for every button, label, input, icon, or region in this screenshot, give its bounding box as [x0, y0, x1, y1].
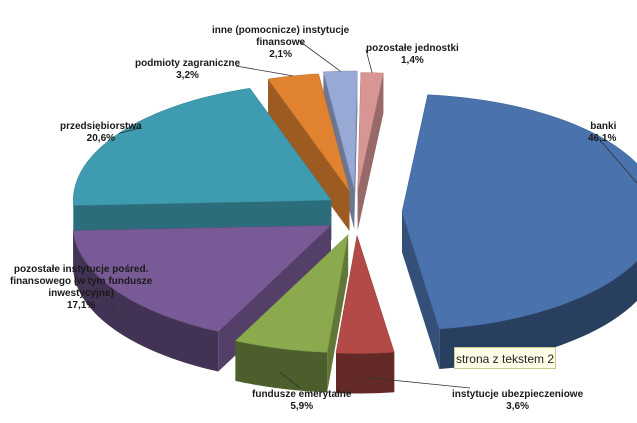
leader-line-6: [297, 39, 341, 72]
leader-line-5: [235, 65, 294, 77]
text-box: strona z tekstem 2: [454, 347, 556, 369]
leader-lines: [109, 39, 637, 389]
leader-line-4: [118, 127, 141, 134]
label-przedsiebiorstwa: przedsiębiorstwa 20,6%: [60, 121, 142, 144]
slice-side-pozosta-e-instytucje-po-red-finansowego-w-tym-fundusze-inwestycyjne--0: [73, 230, 219, 372]
pie-tops: [72, 70, 637, 354]
leader-line-2: [279, 372, 301, 389]
slice-wall-banki-1: [401, 212, 440, 369]
slice-banki: [401, 94, 637, 330]
label-pozostale-instytucje: pozostałe instytucje pośred. finansowego…: [10, 264, 153, 311]
leader-line-7: [365, 49, 373, 73]
leader-line-1: [365, 377, 471, 389]
label-fundusze-emerytalne: fundusze emerytalne 5,9%: [252, 389, 352, 412]
label-inne-instytucje: inne (pomocnicze) instytucje finansowe 2…: [212, 25, 350, 60]
leader-line-3: [109, 299, 116, 315]
leader-line-0: [599, 139, 637, 184]
label-instytucje-ubezpieczeniowe: instytucje ubezpieczeniowe 3,6%: [452, 389, 584, 412]
label-banki: banki 46,1%: [588, 121, 617, 144]
slice-fundusze-emerytalne: [234, 233, 349, 353]
slice-pozosta-e-jednostki: [357, 72, 384, 191]
label-pozostale-jednostki: pozostałe jednostki 1,4%: [366, 43, 459, 66]
slice-side-banki-0: [439, 260, 637, 369]
slice-side-fundusze-emerytalne-0: [235, 340, 328, 393]
slice-pozosta-e-instytucje-po-red-finansowego-w-tym-fundusze-inwestycyjne-: [72, 225, 332, 332]
slice-wall-pozosta-e-jednostki-1: [357, 73, 384, 231]
slice-side-instytucje-ubezpieczeniowe-0: [336, 352, 395, 394]
label-podmioty-zagraniczne: podmioty zagraniczne 3,2%: [135, 58, 241, 81]
slice-wall-podmioty-zagraniczne-0: [268, 79, 350, 232]
slice-instytucje-ubezpieczeniowe: [335, 235, 395, 354]
